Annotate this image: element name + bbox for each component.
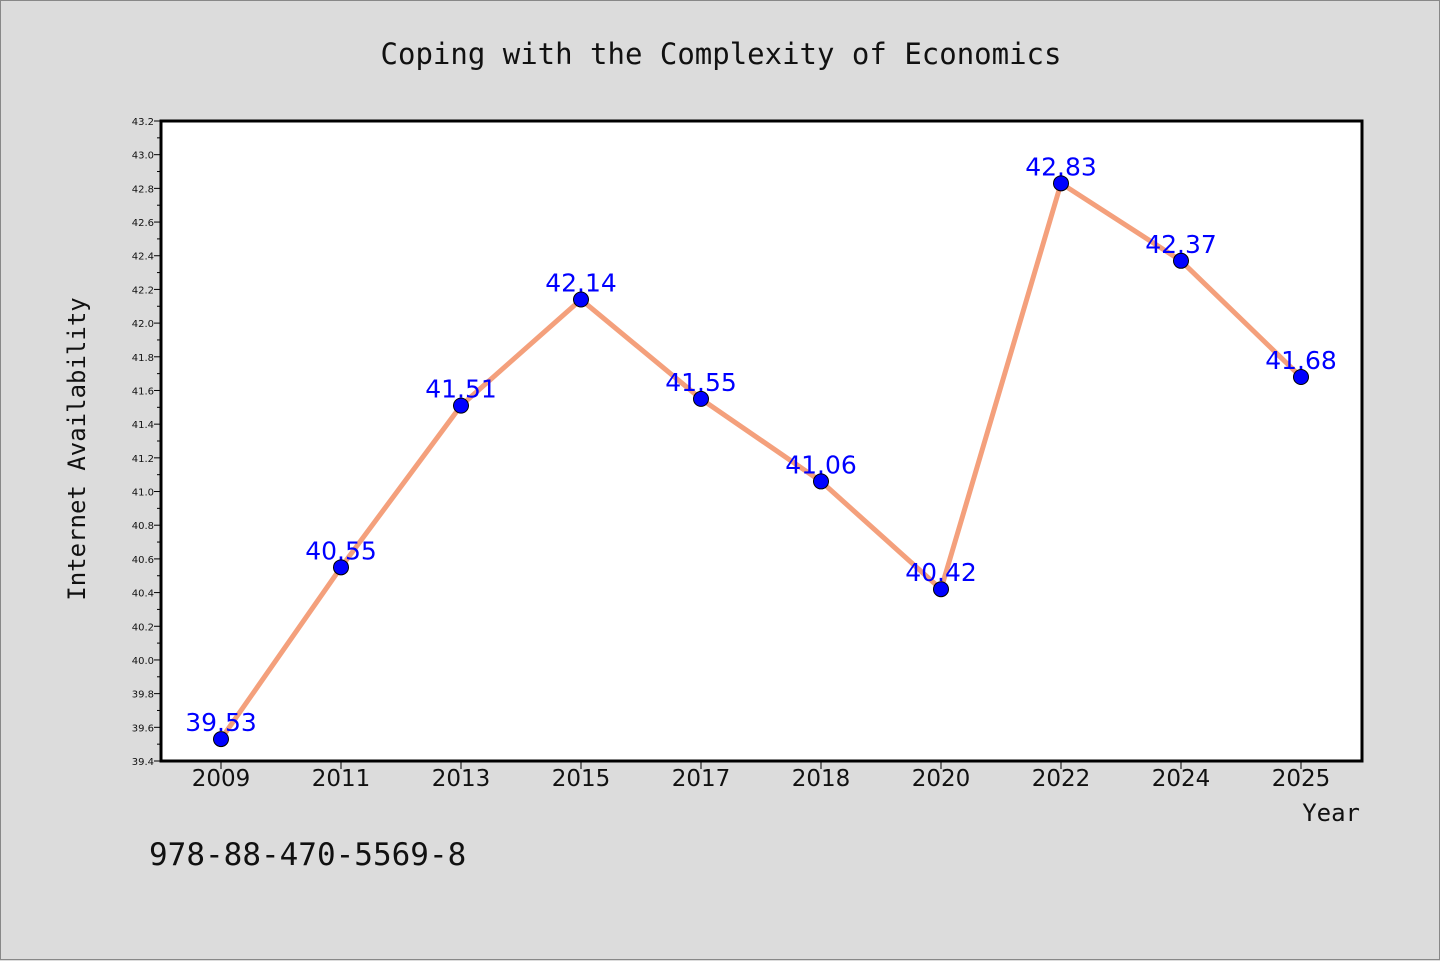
x-tick-label: 2022 (1032, 766, 1091, 792)
x-axis-label: Year (1302, 799, 1360, 827)
y-tick-label: 39.8 (132, 690, 154, 701)
y-tick-label: 42.0 (132, 319, 154, 330)
x-tick-label: 2013 (432, 766, 491, 792)
y-tick-label: 43.0 (132, 151, 154, 162)
y-tick-label: 41.0 (132, 488, 154, 499)
data-label: 42.83 (1025, 152, 1097, 181)
data-point (1293, 369, 1309, 385)
data-point (213, 731, 229, 748)
data-label: 41.06 (785, 450, 857, 479)
x-tick-label: 2020 (912, 766, 971, 792)
y-tick-label: 42.8 (132, 184, 154, 195)
y-tick-label: 41.4 (132, 420, 154, 431)
y-axis-label: Internet Availability (63, 297, 91, 600)
y-tick-label: 42.4 (132, 252, 154, 263)
data-label: 41.55 (665, 368, 737, 397)
y-tick-label: 41.6 (132, 386, 154, 397)
y-tick-label: 39.6 (132, 723, 154, 734)
x-tick-label: 2017 (672, 766, 731, 792)
x-tick-label: 2018 (792, 766, 851, 792)
series-group: 39.53 40.55 41.51 42.14 41.55 41.06 40.42 42.83… (185, 152, 1337, 748)
x-tick-label: 2011 (312, 766, 371, 792)
x-tick-label: 2009 (192, 766, 251, 792)
data-point (573, 291, 589, 308)
data-label: 40.55 (305, 536, 377, 565)
data-label: 39.53 (185, 708, 257, 737)
data-label: 40.42 (905, 558, 977, 587)
y-tick-label: 39.4 (132, 757, 154, 768)
x-tick-label: 2025 (1272, 766, 1331, 792)
y-axis-ticks: 39.4 39.6 39.8 40.0 40.2 40.4 40.6 40.8 41.0 41.2… (132, 117, 161, 768)
y-tick-label: 42.6 (132, 218, 154, 229)
data-label: 41.51 (425, 375, 497, 404)
data-label: 42.14 (545, 269, 617, 298)
y-tick-label: 40.0 (132, 656, 154, 667)
x-axis-ticks: 2009 2011 2013 2015 2017 2018 2020 2022 2024 2025 (192, 761, 1331, 792)
data-point (693, 390, 709, 407)
x-tick-label: 2024 (1152, 766, 1211, 792)
chart-title: Coping with the Complexity of Economics (381, 37, 1062, 71)
y-tick-label: 40.8 (132, 521, 154, 532)
data-label: 41.68 (1265, 346, 1337, 375)
y-tick-label: 42.2 (132, 285, 154, 296)
data-point (453, 397, 469, 414)
data-point (1053, 175, 1069, 192)
data-label: 42.37 (1145, 230, 1217, 259)
y-tick-label: 40.2 (132, 622, 154, 633)
data-point (1173, 252, 1189, 269)
data-point (813, 473, 829, 490)
series-line (218, 180, 1303, 741)
y-tick-label: 41.8 (132, 353, 154, 364)
y-tick-label: 40.4 (132, 589, 154, 600)
x-tick-label: 2015 (552, 766, 611, 792)
data-point (933, 581, 949, 598)
data-point (333, 559, 349, 576)
y-tick-label: 40.6 (132, 555, 154, 566)
isbn-text: 978-88-470-5569-8 (149, 837, 466, 873)
y-tick-label: 41.2 (132, 454, 154, 465)
y-tick-label: 43.2 (132, 117, 154, 128)
